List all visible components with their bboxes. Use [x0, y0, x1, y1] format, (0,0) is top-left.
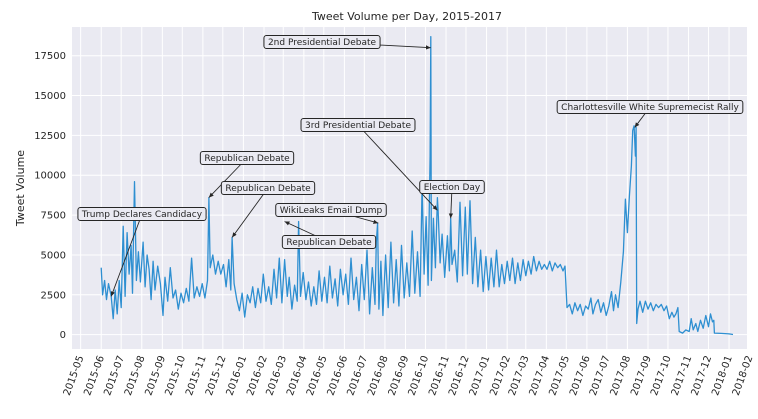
annotation-label: Republican Debate	[225, 184, 311, 194]
x-tick-label: 2018-02	[731, 354, 756, 397]
y-tick-label: 10000	[34, 171, 66, 182]
annotation-label: 2nd Presidential Debate	[268, 38, 377, 48]
annotation-label: Republican Debate	[286, 238, 372, 248]
y-tick-label: 0	[60, 330, 66, 341]
y-tick-label: 5000	[41, 250, 66, 261]
y-tick-label: 2500	[41, 290, 66, 301]
y-tick-label: 7500	[41, 211, 66, 222]
y-axis-ticks: 0 2500 5000 7500 10000 12500 15000 17500	[34, 51, 66, 341]
annotation-label: Charlottesville White Supremecist Rally	[561, 103, 739, 113]
annotation-label: 3rd Presidential Debate	[305, 121, 411, 131]
x-axis-ticks: 2015-052015-062015-072015-082015-092015-…	[62, 354, 756, 397]
chart-title: Tweet Volume per Day, 2015-2017	[311, 10, 502, 23]
y-axis-label: Tweet Volume	[14, 150, 27, 227]
y-tick-label: 15000	[34, 91, 66, 102]
y-tick-label: 17500	[34, 51, 66, 62]
annotation-label: Trump Declares Candidacy	[81, 210, 203, 220]
y-tick-label: 12500	[34, 131, 66, 142]
annotation-label: Election Day	[424, 183, 481, 193]
annotation-label: Republican Debate	[204, 154, 290, 164]
annotation-label: WikiLeaks Email Dump	[280, 206, 383, 216]
